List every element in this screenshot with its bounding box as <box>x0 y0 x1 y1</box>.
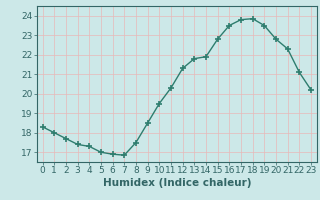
X-axis label: Humidex (Indice chaleur): Humidex (Indice chaleur) <box>102 178 251 188</box>
